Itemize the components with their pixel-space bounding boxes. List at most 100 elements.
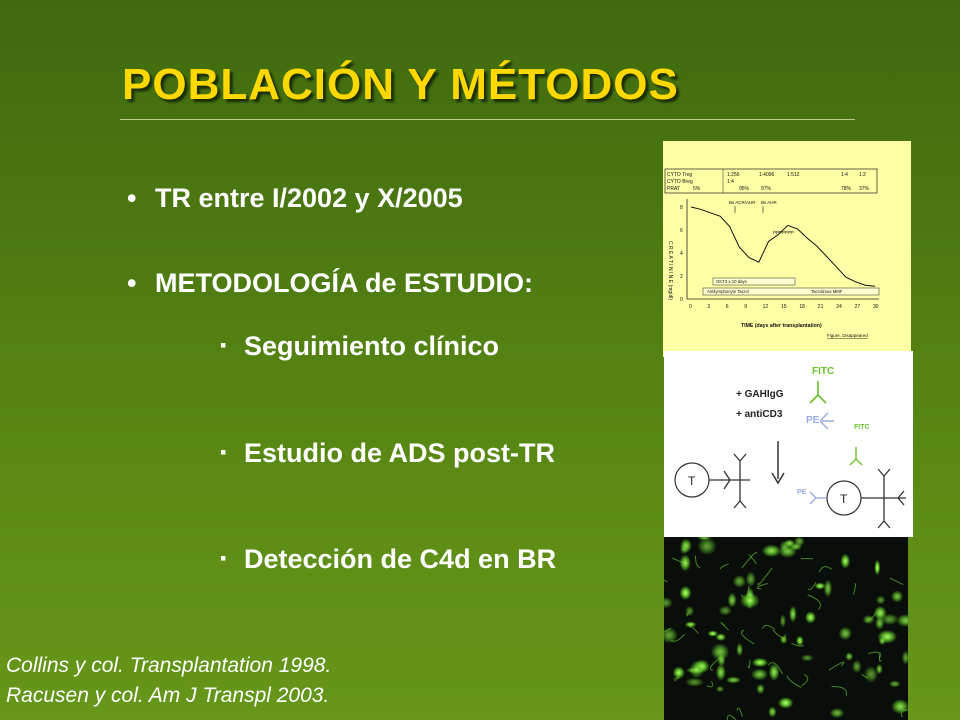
fluorescent-cell — [745, 571, 756, 587]
reference-racusen: Racusen y col. Am J Transpl 2003. — [6, 684, 330, 707]
fluorescent-strand — [852, 583, 857, 595]
sub-text: Seguimiento clínico — [244, 331, 500, 361]
fluorescent-cell — [896, 614, 908, 627]
fluorescent-cell — [751, 657, 769, 668]
fluorescent-cell — [789, 542, 802, 551]
okt3-bar — [712, 277, 796, 286]
sub-marker: ▪ — [220, 548, 227, 568]
table-cell: CYTO Breg — [667, 179, 693, 185]
table-cell: 1:256 — [727, 172, 740, 178]
fitc-label-right: FITC — [854, 424, 870, 431]
fluorescent-cell — [789, 605, 797, 623]
fluorescent-strand — [726, 714, 737, 720]
sub-text: Estudio de ADS post-TR — [244, 438, 555, 468]
fluorescent-cell — [707, 630, 718, 637]
table-cell: 1:4096 — [759, 172, 775, 178]
creatinine-figure: CYTO Treg 1:256 1:4096 1:512 1:4 1:2 CYT… — [663, 141, 911, 357]
fluorescent-cell — [715, 633, 727, 641]
fluorescent-cell — [804, 611, 817, 624]
table-cell: 1:2 — [859, 172, 866, 178]
bullet-text: TR entre I/2002 y X/2005 — [155, 183, 463, 213]
reference-collins: Collins y col. Transplantation 1998. — [6, 654, 332, 677]
slide-title: POBLACIÓN Y MÉTODOS — [122, 60, 679, 109]
fluorescent-strand — [791, 642, 805, 647]
fluorescent-strand — [664, 579, 668, 583]
fluorescent-strand — [768, 662, 784, 675]
titer-table: CYTO Treg 1:256 1:4096 1:512 1:4 1:2 CYT… — [667, 172, 870, 192]
fluorescent-cell — [838, 626, 852, 641]
y-tick-label: 0 — [680, 297, 683, 303]
y-tick-label: 6 — [680, 228, 683, 234]
fluorescent-strand — [819, 566, 833, 573]
fluorescent-cell — [876, 595, 886, 605]
antibody-icon-left — [709, 453, 750, 509]
sub-item-c4d-detection: ▪ Detección de C4d en BR — [220, 544, 556, 575]
fluorescent-cell — [840, 553, 851, 569]
creatinine-figure-svg: CYTO Treg 1:256 1:4096 1:512 1:4 1:2 CYT… — [664, 168, 880, 338]
fluorescent-strand — [828, 661, 845, 671]
fluorescent-strand — [756, 583, 768, 590]
x-tick-label: 24 — [836, 304, 842, 310]
fluorescent-cell — [679, 585, 692, 600]
fluorescent-cell — [689, 660, 704, 679]
x-tick-label: 12 — [763, 304, 769, 310]
fluorescent-strand — [868, 651, 881, 659]
biopsy-annotation: Bx ACR/AHR — [729, 200, 756, 205]
fluorescent-cell — [880, 613, 899, 625]
fitc-antibody-icon-right — [849, 447, 863, 466]
fluorescent-cell — [779, 635, 788, 645]
t-cell-label-right: T — [840, 492, 848, 506]
down-arrow-icon — [771, 441, 785, 485]
fluorescent-cell — [732, 575, 747, 588]
bullet-marker: • — [127, 268, 137, 298]
fluorescent-cell — [814, 582, 826, 590]
x-tick-label: 21 — [818, 304, 824, 310]
fitc-antibody-icon — [809, 381, 827, 404]
y-ticks: 8 6 4 2 0 — [680, 205, 683, 303]
fluorescent-strand — [865, 612, 877, 623]
figure-note: Figure. Disappeared — [827, 333, 868, 338]
fluorescent-strand — [740, 629, 755, 645]
sub-item-ads-study: ▪ Estudio de ADS post-TR — [220, 438, 555, 469]
fluorescent-cell — [800, 654, 814, 662]
bullet-dates: • TR entre I/2002 y X/2005 — [127, 183, 463, 214]
table-cell: 95% — [739, 186, 750, 192]
fluorescent-strand — [736, 707, 743, 717]
fluorescent-cell — [718, 605, 732, 616]
x-tick-label: 3 — [707, 304, 710, 310]
x-tick-label: 27 — [855, 304, 861, 310]
fluorescent-cell — [727, 592, 737, 608]
pe-label-mid: PE — [806, 415, 820, 426]
table-cell: 5% — [693, 186, 701, 192]
x-tick-label: 9 — [744, 304, 747, 310]
fluorescent-cell — [761, 544, 782, 558]
x-tick-label: 30 — [873, 304, 879, 310]
fluorescent-cell — [891, 590, 904, 603]
fluorescent-cell — [679, 554, 691, 572]
fluorescent-strand — [786, 675, 802, 689]
fluorescent-cell — [778, 697, 794, 709]
fluorescent-cell — [864, 665, 878, 683]
fluorescent-cell — [664, 627, 678, 644]
treatment-label: Antilymphocyte Tacrol — [707, 289, 749, 294]
fluorescent-strand — [741, 552, 758, 569]
y-tick-label: 4 — [680, 251, 683, 257]
fluorescent-cell — [715, 664, 726, 681]
bullet-text: METODOLOGÍA de ESTUDIO: — [155, 268, 534, 298]
fluorescent-strand — [757, 567, 773, 586]
fluorescent-cell — [756, 683, 765, 694]
treatment-bar — [702, 287, 880, 296]
t-cell-label-left: T — [688, 474, 696, 488]
fluorescent-strand — [861, 673, 868, 679]
table-cell: 1:4 — [727, 179, 734, 185]
creatinine-series-line — [690, 206, 876, 287]
creatinine-ylabel: C R E A T I N I N E (mg/dl) — [667, 241, 673, 300]
fluorescent-strand — [664, 627, 672, 633]
fluorescent-cell — [696, 537, 712, 541]
reagent-gahigg: + GAHIgG — [736, 389, 784, 400]
fluorescent-cell — [725, 676, 741, 684]
fluorescent-cell — [672, 666, 685, 679]
bullet-marker: • — [127, 183, 137, 213]
fluorescent-cell — [768, 706, 777, 718]
fluorescent-strand — [719, 563, 729, 570]
